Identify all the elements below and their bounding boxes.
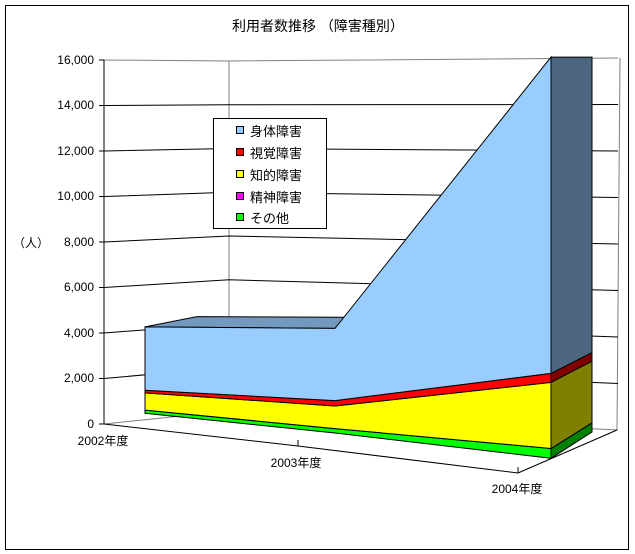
y-tick-label: 4,000 — [63, 326, 94, 340]
area-side-face — [550, 56, 593, 375]
legend-swatch — [236, 213, 244, 221]
legend-label: 知的障害 — [250, 167, 303, 183]
floor-right-edge — [517, 429, 618, 474]
chart-title: 利用者数推移 （障害種別） — [232, 18, 404, 34]
legend-label: 視覚障害 — [250, 145, 303, 161]
y-tick-label: 14,000 — [57, 98, 94, 112]
legend-swatch — [236, 148, 244, 156]
y-tick-label: 0 — [87, 417, 94, 431]
legend-label: その他 — [250, 210, 290, 226]
legend-swatch — [236, 126, 244, 134]
area-band-0 — [144, 55, 552, 402]
legend-label: 精神障害 — [250, 189, 303, 205]
legend: 身体障害 視覚障害 知的障害 精神障害 その他 — [213, 118, 327, 229]
y-tick-label: 10,000 — [57, 189, 94, 203]
legend-label: 身体障害 — [250, 123, 303, 139]
legend-item: 身体障害 — [236, 121, 302, 139]
back-wall-right-edge — [616, 57, 621, 431]
y-tick-label: 16,000 — [57, 53, 94, 67]
legend-item: 知的障害 — [236, 165, 302, 183]
x-tick-label: 2003年度 — [270, 456, 322, 470]
chart-border — [5, 5, 629, 550]
gridline — [103, 57, 619, 62]
legend-swatch — [236, 170, 244, 178]
legend-item: 精神障害 — [236, 187, 302, 205]
legend-item: その他 — [236, 208, 289, 226]
gridline — [103, 104, 619, 106]
y-tick-label: 6,000 — [63, 280, 94, 294]
y-axis-label: （人） — [13, 236, 50, 250]
area-top-face — [144, 316, 347, 329]
x-tick-label: 2004年度 — [491, 482, 543, 496]
y-tick-label: 12,000 — [57, 144, 94, 158]
x-tick-label: 2002年度 — [77, 434, 129, 448]
y-tick-label: 8,000 — [63, 235, 94, 249]
y-tick-label: 2,000 — [63, 371, 94, 385]
legend-item: 視覚障害 — [236, 143, 302, 161]
legend-swatch — [236, 192, 244, 200]
